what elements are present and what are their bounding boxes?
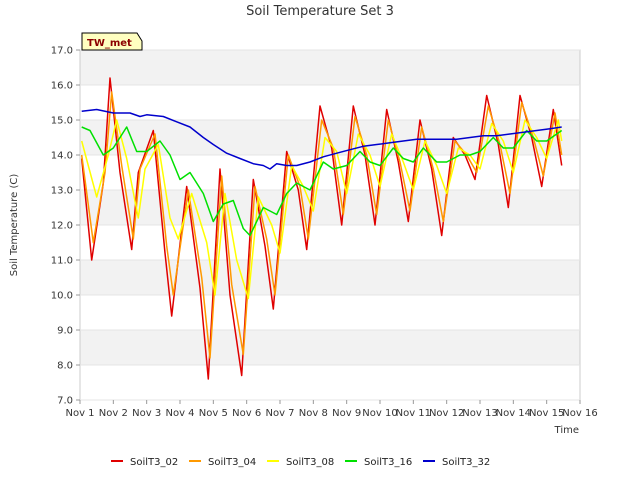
x-tick-label: Nov 3 xyxy=(132,408,161,419)
y-axis-ticks: 7.0 8.0 9.0 10.0 11.0 12.0 13.0 14.0 15.0 16.0 17.… xyxy=(51,46,580,407)
x-tick-label: Nov 4 xyxy=(165,408,194,419)
x-tick-label: Nov 15 xyxy=(529,408,564,419)
series-line-soilt3_02 xyxy=(80,77,563,380)
legend-label: SoilT3_04 xyxy=(208,457,256,468)
y-axis-title: Soil Temperature (C) xyxy=(9,174,20,277)
y-tick-label: 11.0 xyxy=(51,256,73,267)
legend-label: SoilT3_16 xyxy=(364,457,412,468)
y-tick-label: 9.0 xyxy=(57,326,73,337)
grid-band xyxy=(80,190,580,225)
series-lines xyxy=(80,77,563,380)
legend-label: SoilT3_32 xyxy=(442,457,490,468)
x-axis-ticks: Nov 1 Nov 2 Nov 3 Nov 4 Nov 5 Nov 6 Nov 7 Nov 8… xyxy=(65,400,598,419)
series-line-soilt3_16 xyxy=(81,126,563,237)
series-line-soilt3_04 xyxy=(80,91,563,359)
y-tick-label: 10.0 xyxy=(51,291,73,302)
x-tick-label: Nov 11 xyxy=(396,408,431,419)
y-tick-label: 12.0 xyxy=(51,221,73,232)
series-line-soilt3_08 xyxy=(80,119,563,300)
y-tick-label: 14.0 xyxy=(51,151,73,162)
badge-label: TW_met xyxy=(87,38,132,49)
x-tick-label: Nov 10 xyxy=(362,408,397,419)
series-line-soilt3_32 xyxy=(81,108,562,170)
x-tick-label: Nov 9 xyxy=(332,408,361,419)
grid-band xyxy=(80,50,580,85)
y-tick-label: 8.0 xyxy=(57,361,73,372)
x-tick-label: Nov 6 xyxy=(232,408,261,419)
chart-title: Soil Temperature Set 3 xyxy=(246,4,394,19)
x-tick-label: Nov 14 xyxy=(496,408,531,419)
x-tick-label: Nov 7 xyxy=(265,408,294,419)
y-tick-label: 13.0 xyxy=(51,186,73,197)
x-axis-title: Time xyxy=(554,425,579,436)
x-tick-label: Nov 8 xyxy=(299,408,328,419)
site-badge: TW_met xyxy=(81,32,143,51)
x-tick-label: Nov 2 xyxy=(99,408,128,419)
y-tick-label: 7.0 xyxy=(57,396,73,407)
x-tick-label: Nov 16 xyxy=(562,408,597,419)
legend-label: SoilT3_02 xyxy=(130,457,178,468)
legend-label: SoilT3_08 xyxy=(286,457,334,468)
y-tick-label: 15.0 xyxy=(51,116,73,127)
y-tick-label: 17.0 xyxy=(51,46,73,57)
x-tick-label: Nov 5 xyxy=(199,408,228,419)
x-tick-label: Nov 1 xyxy=(65,408,94,419)
y-tick-label: 16.0 xyxy=(51,81,73,92)
grid-band xyxy=(80,330,580,365)
badge-shape xyxy=(81,32,143,51)
x-tick-label: Nov 12 xyxy=(429,408,464,419)
grid-band xyxy=(80,260,580,295)
legend: SoilT3_02 SoilT3_04 SoilT3_08 SoilT3_16 Soil… xyxy=(111,457,490,468)
x-tick-label: Nov 13 xyxy=(462,408,497,419)
